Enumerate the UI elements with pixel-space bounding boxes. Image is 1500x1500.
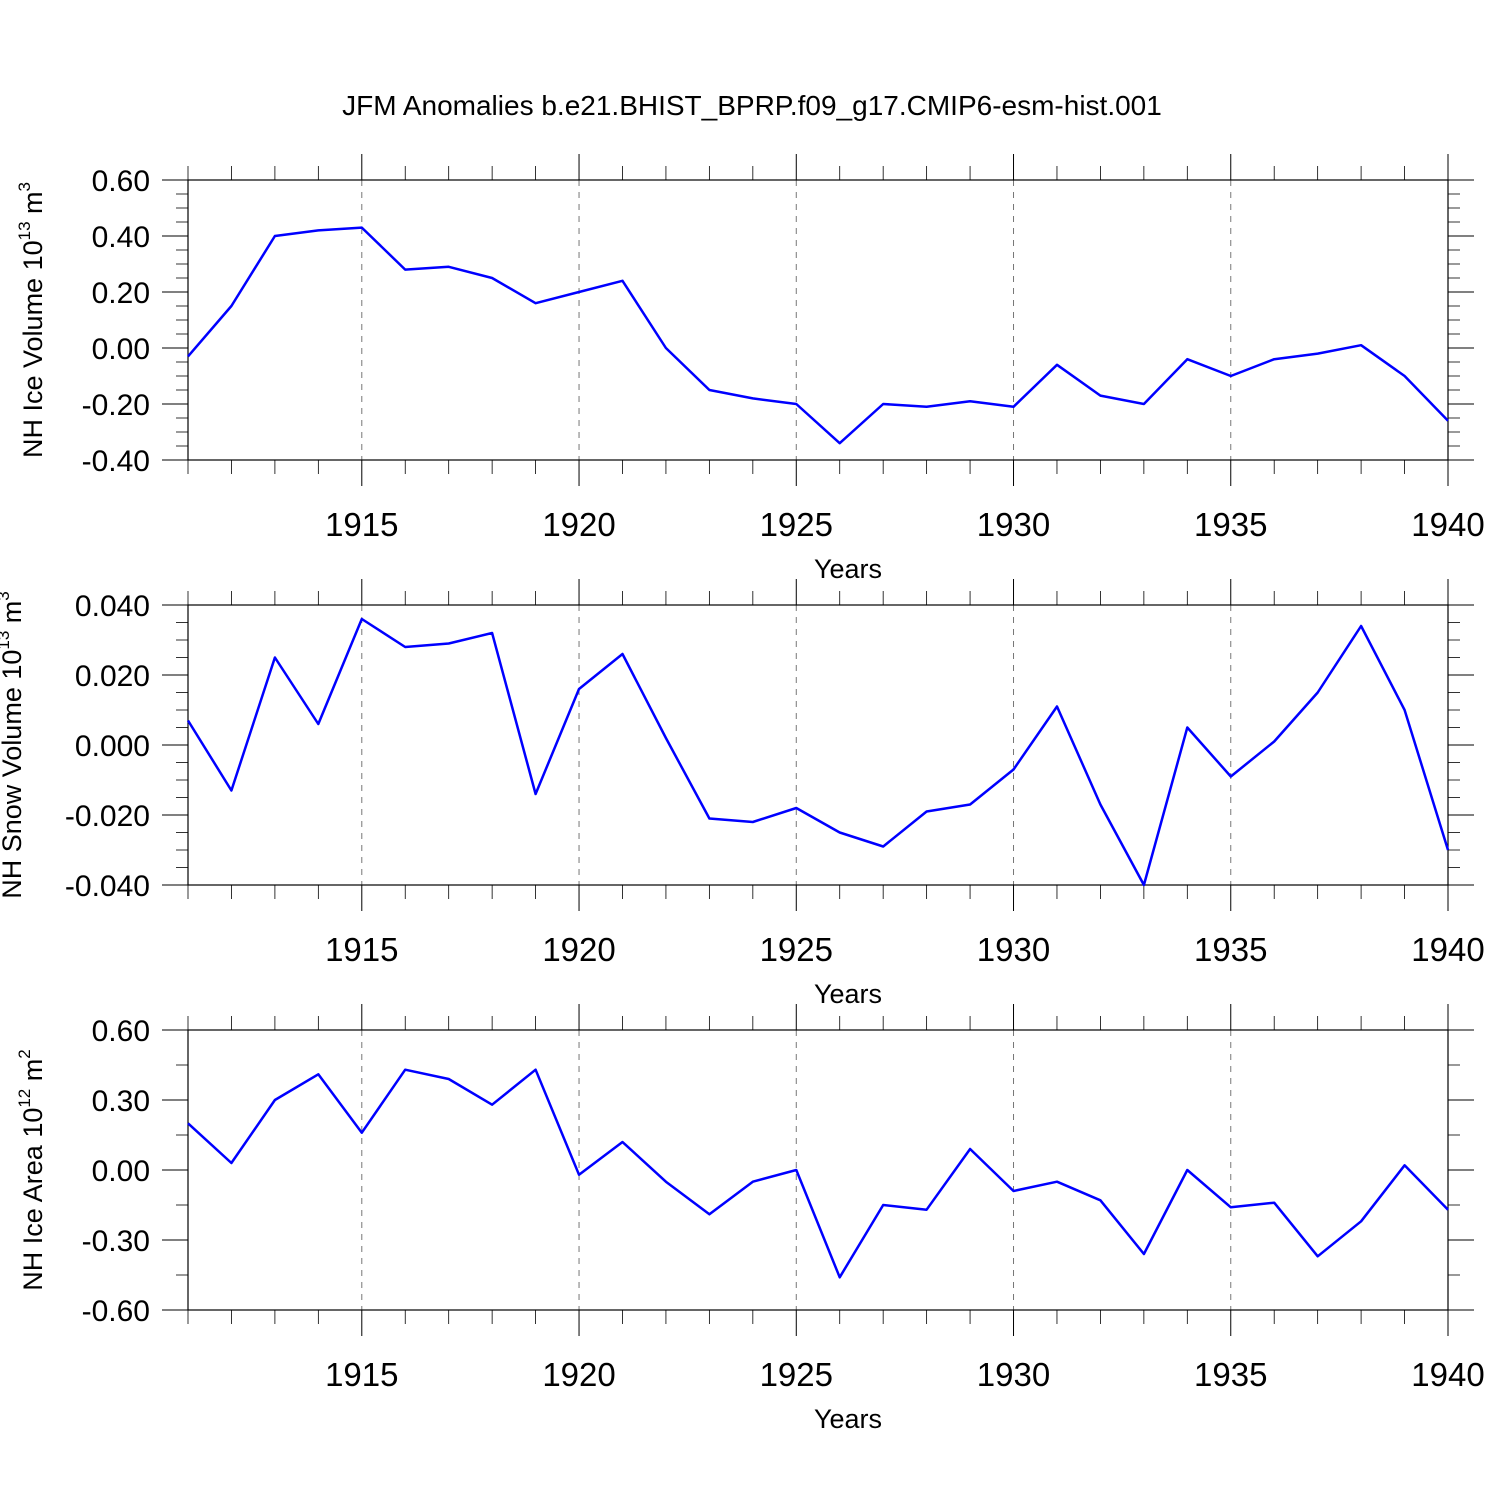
y-tick-label: 0.020 bbox=[75, 660, 150, 693]
y-tick-label: 0.000 bbox=[75, 730, 150, 763]
plot-frame bbox=[187, 1029, 1449, 1311]
y-tick-label: 0.20 bbox=[92, 277, 150, 310]
x-tick-label: 1925 bbox=[760, 931, 833, 968]
chart-panel-1: 0.60 0.40 0.20 0.00 -0.20 -0.40 1915 1920 1925 19… bbox=[15, 154, 1485, 584]
x-tick-label: 1925 bbox=[760, 506, 833, 543]
y-tick-label: -0.30 bbox=[82, 1225, 150, 1258]
y-axis-label-superscript: 2 bbox=[15, 1049, 34, 1058]
y-axis-label-superscript: 3 bbox=[15, 182, 34, 191]
y-tick-label: 0.30 bbox=[92, 1085, 150, 1118]
figure-title: JFM Anomalies b.e21.BHIST_BPRP.f09_g17.C… bbox=[342, 90, 1162, 121]
y-axis-label-part: m bbox=[18, 1059, 48, 1089]
y-axis-label-superscript: 13 bbox=[15, 221, 34, 240]
y-tick-label: -0.60 bbox=[82, 1295, 150, 1328]
y-axis-label-superscript: 3 bbox=[0, 591, 13, 600]
x-tick-label: 1930 bbox=[977, 506, 1050, 543]
x-axis-label: Years bbox=[814, 1404, 882, 1434]
x-tick-label: 1915 bbox=[325, 506, 398, 543]
y-axis-label-part: m bbox=[18, 191, 48, 221]
y-axis-label: NH Snow Volume 1013 m3 bbox=[0, 591, 27, 899]
y-tick-label: 0.40 bbox=[92, 221, 150, 254]
x-axis-label: Years bbox=[814, 554, 882, 584]
x-tick-label: 1940 bbox=[1411, 1356, 1484, 1393]
y-axis-label: NH Ice Volume 1013 m3 bbox=[15, 182, 48, 458]
y-tick-label: -0.20 bbox=[82, 389, 150, 422]
y-tick-label: 0.00 bbox=[92, 1155, 150, 1188]
x-tick-label: 1915 bbox=[325, 1356, 398, 1393]
series-line bbox=[187, 1068, 1449, 1279]
y-axis-label-part: m bbox=[0, 601, 27, 631]
series-line bbox=[186, 617, 1450, 887]
y-tick-label: 0.60 bbox=[92, 1015, 150, 1048]
plot-frame bbox=[187, 179, 1449, 461]
y-axis-label-part: NH Ice Volume 10 bbox=[18, 240, 48, 458]
x-tick-label: 1920 bbox=[542, 931, 615, 968]
x-tick-label: 1940 bbox=[1411, 931, 1484, 968]
x-tick-label: 1935 bbox=[1194, 506, 1267, 543]
plot-frame bbox=[187, 604, 1449, 886]
series-line bbox=[187, 226, 1449, 445]
y-tick-label: 0.00 bbox=[92, 333, 150, 366]
x-tick-label: 1920 bbox=[542, 1356, 615, 1393]
x-tick-label: 1930 bbox=[977, 931, 1050, 968]
x-tick-label: 1935 bbox=[1194, 1356, 1267, 1393]
y-tick-label: -0.40 bbox=[82, 445, 150, 478]
y-tick-label: -0.020 bbox=[65, 800, 150, 833]
x-tick-label: 1920 bbox=[542, 506, 615, 543]
chart-panel-2: 0.040 0.020 0.000 -0.020 -0.040 1915 1920 1925 1… bbox=[0, 579, 1485, 1009]
y-tick-label: 0.60 bbox=[92, 165, 150, 198]
y-axis-label-part: NH Ice Area 10 bbox=[18, 1108, 48, 1291]
x-tick-label: 1915 bbox=[325, 931, 398, 968]
x-tick-label: 1930 bbox=[977, 1356, 1050, 1393]
y-axis-label-superscript: 13 bbox=[0, 631, 13, 650]
y-axis-label: NH Ice Area 1012 m2 bbox=[15, 1049, 48, 1290]
y-axis-label-superscript: 12 bbox=[15, 1089, 34, 1108]
x-axis-label: Years bbox=[814, 979, 882, 1009]
y-tick-label: 0.040 bbox=[75, 590, 150, 623]
x-tick-label: 1940 bbox=[1411, 506, 1484, 543]
x-tick-label: 1925 bbox=[760, 1356, 833, 1393]
x-tick-label: 1935 bbox=[1194, 931, 1267, 968]
chart-panel-3: 0.60 0.30 0.00 -0.30 -0.60 1915 1920 1925 1930 19… bbox=[15, 1004, 1485, 1434]
y-axis-label-part: NH Snow Volume 10 bbox=[0, 650, 27, 899]
y-tick-label: -0.040 bbox=[65, 870, 150, 903]
